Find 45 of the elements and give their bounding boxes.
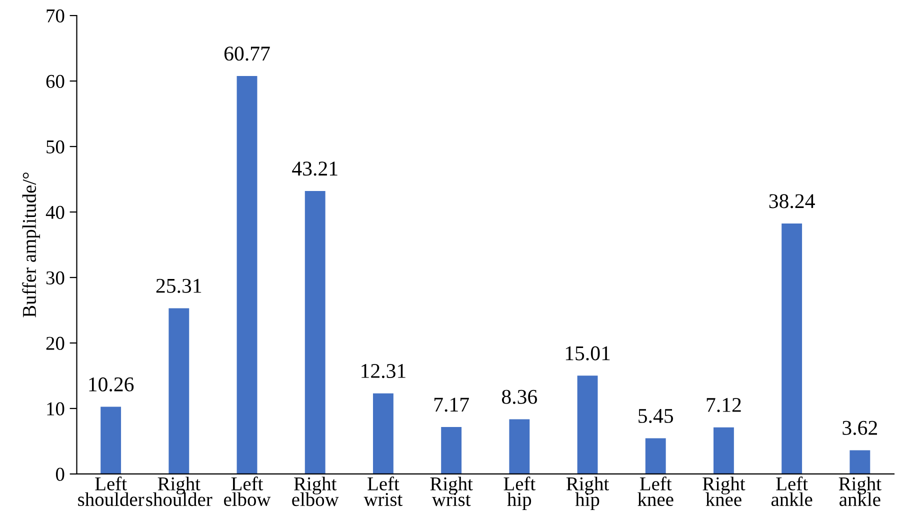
y-tick-label: 70 (46, 9, 64, 22)
data-label: 7.12 (706, 398, 741, 412)
y-tick-label: 0 (56, 468, 64, 481)
bar (441, 427, 462, 474)
x-tick-label: Left knee (638, 476, 674, 506)
bar (714, 427, 734, 474)
x-tick-label: Left wrist (364, 476, 403, 506)
data-label: 10.26 (89, 377, 134, 392)
x-tick-label: Right elbow (292, 476, 339, 506)
bar (645, 438, 666, 474)
data-label: 25.31 (156, 278, 202, 293)
data-label: 8.36 (502, 390, 538, 404)
bar (168, 308, 190, 474)
bar (304, 190, 326, 474)
x-tick-label: Left hip (504, 476, 536, 510)
data-label: 7.17 (434, 398, 469, 412)
x-tick-label: Right shoulder (146, 476, 212, 506)
data-label: 60.77 (224, 46, 270, 61)
bar (372, 393, 394, 474)
bar (577, 376, 598, 474)
bar (782, 224, 802, 474)
x-tick-label: Right wrist (430, 476, 473, 506)
y-tick-label: 30 (46, 271, 64, 284)
x-tick-label: Left elbow (224, 476, 271, 506)
x-tick-label: Left ankle (771, 476, 812, 506)
bar (100, 406, 122, 474)
y-tick-label: 50 (46, 140, 64, 154)
bar (850, 450, 870, 474)
data-label: 5.45 (638, 409, 674, 424)
data-label: 15.01 (566, 346, 610, 360)
data-label: 3.62 (842, 420, 877, 436)
bar (236, 76, 258, 474)
y-tick-label: 40 (46, 206, 64, 219)
bar (509, 419, 530, 474)
x-tick-label: Right ankle (838, 476, 882, 506)
data-label: 38.24 (769, 194, 815, 208)
data-label: 43.21 (292, 162, 338, 176)
x-tick-label: Right knee (702, 476, 746, 506)
y-tick-label: 60 (46, 74, 64, 88)
x-tick-label: Left shoulder (78, 476, 144, 506)
y-tick-label: 10 (47, 402, 64, 416)
data-label: 12.31 (362, 364, 406, 378)
y-axis-title: Buffer amplitude/° (22, 172, 40, 318)
y-tick-label: 20 (46, 336, 64, 350)
x-tick-label: Right hip (566, 476, 610, 510)
